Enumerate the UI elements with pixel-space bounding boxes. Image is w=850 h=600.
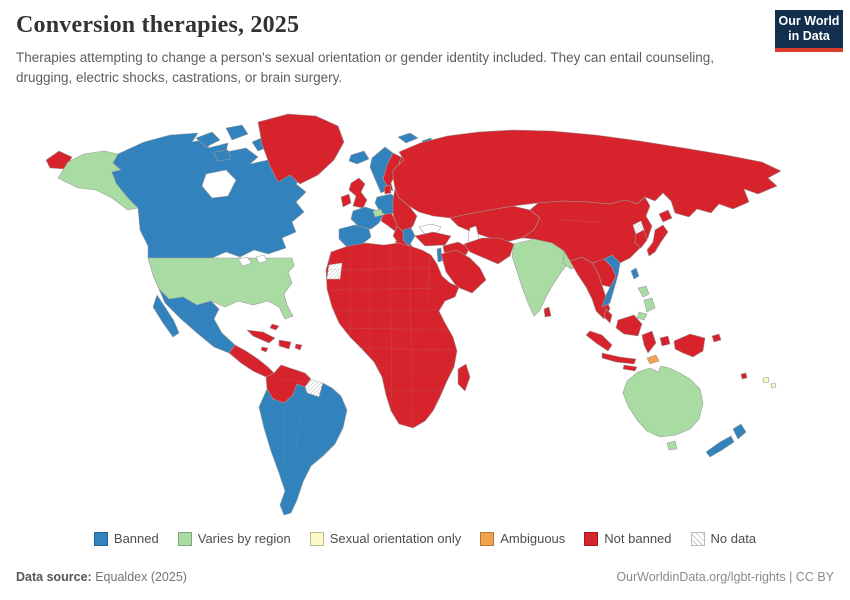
region-baja-california[interactable] xyxy=(152,294,180,338)
country-border-line xyxy=(341,327,449,331)
legend-item-varies[interactable]: Varies by region xyxy=(177,531,291,546)
region-iceland[interactable] xyxy=(348,150,370,165)
header: Conversion therapies, 2025 Therapies att… xyxy=(16,12,756,89)
country-border-line xyxy=(427,255,431,301)
legend-item-banned[interactable]: Banned xyxy=(93,531,159,546)
legend-label: Sexual orientation only xyxy=(329,531,462,546)
region-china[interactable] xyxy=(521,196,653,265)
world-map xyxy=(45,113,782,516)
region-iran-pakistan[interactable] xyxy=(463,237,515,265)
legend-item-ambiguous[interactable]: Ambiguous xyxy=(480,531,565,546)
map-legend: Banned Varies by region Sexual orientation… xyxy=(0,531,850,546)
legend-swatch-not_banned xyxy=(584,531,599,546)
region-central-america[interactable] xyxy=(228,344,275,378)
region-africa[interactable] xyxy=(325,242,460,429)
country-border-line xyxy=(295,411,301,449)
legend-swatch-no_data xyxy=(690,531,705,546)
legend-label: Ambiguous xyxy=(500,531,566,546)
region-denmark[interactable] xyxy=(383,184,392,195)
map-area xyxy=(0,108,850,522)
region-arabia[interactable] xyxy=(440,249,487,294)
owid-logo-line2: in Data xyxy=(788,29,830,43)
region-madagascar[interactable] xyxy=(457,363,471,392)
region-great-lakes xyxy=(237,254,268,267)
region-taiwan[interactable] xyxy=(630,267,640,280)
region-usa[interactable] xyxy=(147,257,295,320)
region-western-sahara[interactable] xyxy=(326,262,343,280)
legend-swatch-so_only xyxy=(309,531,324,546)
footer-link[interactable]: OurWorldinData.org/lgbt-rights | CC BY xyxy=(616,570,834,584)
legend-swatch-ambiguous xyxy=(480,531,495,546)
region-australia[interactable] xyxy=(622,365,704,438)
owid-logo[interactable]: Our World in Data xyxy=(775,10,843,52)
region-india[interactable] xyxy=(511,238,571,317)
legend-item-no_data[interactable]: No data xyxy=(690,531,757,546)
region-sumatra-java[interactable] xyxy=(585,330,637,365)
region-turkey[interactable] xyxy=(414,231,452,247)
region-sulawesi-maluku[interactable] xyxy=(641,330,671,354)
country-border-line xyxy=(389,243,393,411)
region-greenland[interactable] xyxy=(257,113,345,185)
data-source-value: Equaldex (2025) xyxy=(95,570,187,584)
owid-logo-line1: Our World xyxy=(778,14,840,28)
region-sri-lanka[interactable] xyxy=(543,306,552,318)
region-timor-leste[interactable] xyxy=(646,354,660,365)
legend-item-not_banned[interactable]: Not banned xyxy=(584,531,672,546)
region-united-kingdom[interactable] xyxy=(348,177,368,209)
country-border-line xyxy=(329,267,431,271)
region-new-zealand[interactable] xyxy=(705,423,747,458)
region-malaysia-borneo[interactable] xyxy=(603,308,643,337)
legend-label: Not banned xyxy=(604,531,672,546)
region-iberia[interactable] xyxy=(338,224,372,248)
country-border-line xyxy=(329,287,437,291)
country-border-line xyxy=(559,219,601,223)
region-philippines[interactable] xyxy=(636,285,656,321)
region-canada[interactable] xyxy=(111,132,307,259)
legend-label: Banned xyxy=(113,531,159,546)
legend-label: Varies by region xyxy=(197,531,291,546)
region-mexico[interactable] xyxy=(152,274,236,354)
region-caribbean[interactable] xyxy=(246,323,303,353)
footer: Data source: Equaldex (2025) OurWorldinD… xyxy=(16,570,834,584)
region-arctic-islands[interactable] xyxy=(195,124,275,162)
region-greece-albania[interactable] xyxy=(402,227,416,247)
region-new-guinea[interactable] xyxy=(673,333,722,358)
legend-swatch-varies xyxy=(177,531,192,546)
legend-swatch-banned xyxy=(93,531,108,546)
region-fiji[interactable] xyxy=(740,372,748,380)
country-border-line xyxy=(282,404,286,471)
data-source: Data source: Equaldex (2025) xyxy=(16,570,187,584)
country-border-line xyxy=(355,347,453,351)
legend-item-so_only[interactable]: Sexual orientation only xyxy=(309,531,462,546)
country-border-line xyxy=(409,245,413,427)
chart-title: Conversion therapies, 2025 xyxy=(16,12,300,38)
region-lesser-sunda[interactable] xyxy=(622,364,638,372)
region-hudson-bay xyxy=(201,169,237,199)
legend-label: No data xyxy=(710,531,757,546)
region-south-korea[interactable] xyxy=(634,229,648,249)
region-japan[interactable] xyxy=(646,209,673,257)
region-pacific-islands[interactable] xyxy=(762,376,777,389)
region-vietnam[interactable] xyxy=(601,254,621,308)
region-south-america[interactable] xyxy=(258,382,348,516)
region-israel[interactable] xyxy=(436,247,443,263)
country-border-line xyxy=(281,379,311,383)
region-ireland[interactable] xyxy=(340,193,352,208)
region-black-sea xyxy=(418,223,442,235)
region-tasmania[interactable] xyxy=(666,440,678,451)
data-source-label: Data source: xyxy=(16,570,92,584)
chart-subtitle: Therapies attempting to change a person'… xyxy=(16,50,715,86)
